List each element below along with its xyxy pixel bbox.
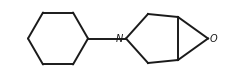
Text: N: N: [115, 33, 122, 44]
Text: O: O: [209, 33, 217, 44]
